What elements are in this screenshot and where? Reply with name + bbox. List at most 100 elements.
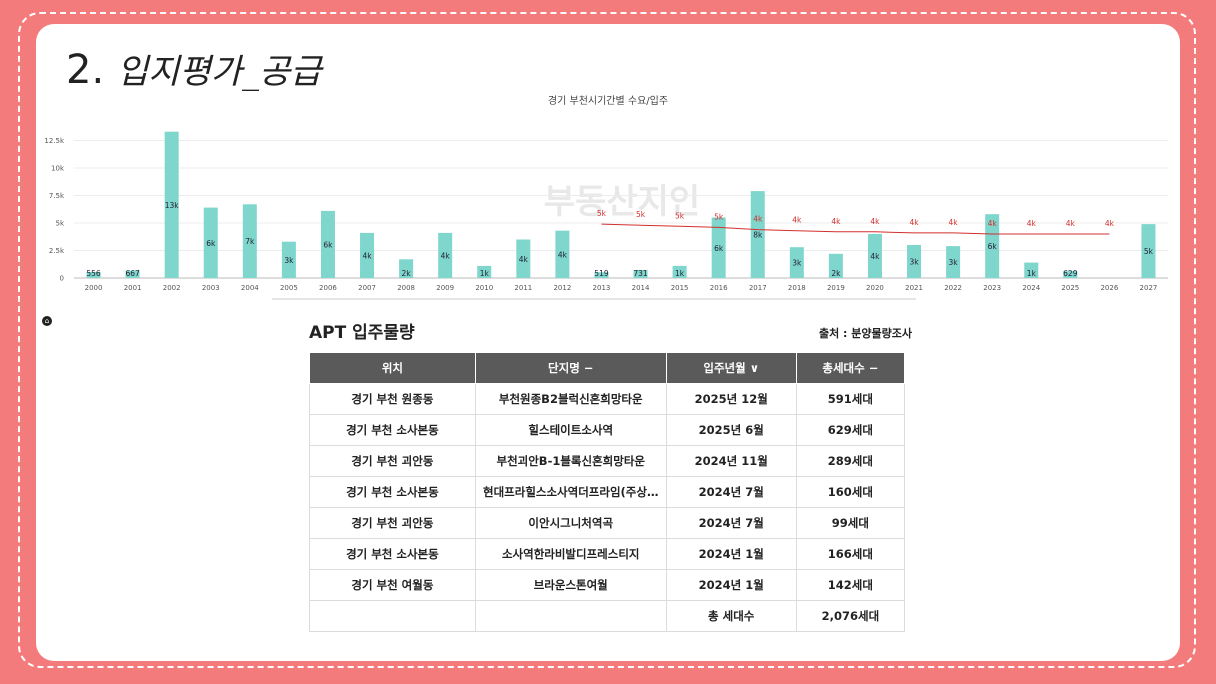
- bar-value-label: 667: [125, 269, 140, 278]
- cell-move-in: 2024년 7월: [665, 507, 797, 539]
- slide-number: 2.: [66, 47, 105, 93]
- bar[interactable]: [399, 259, 414, 278]
- header-households[interactable]: 총세대수 −: [795, 352, 906, 384]
- table-row: 경기 부천 소사본동 소사역한라비발디프레스티지 2024년 1월 166세대: [309, 538, 906, 570]
- cell-location: 경기 부천 괴안동: [309, 445, 476, 477]
- total-label: 총 세대수: [665, 600, 797, 632]
- line-value-label: 4k: [909, 218, 919, 227]
- bar-value-label: 7k: [245, 237, 255, 246]
- bar-value-label: 731: [633, 269, 648, 278]
- header-move-in[interactable]: 입주년월 ∨: [665, 352, 797, 384]
- bar[interactable]: [516, 239, 531, 279]
- line-value-label: 4k: [792, 216, 802, 225]
- bar-value-label: 3k: [792, 259, 802, 268]
- cell-move-in: 2024년 1월: [665, 569, 797, 601]
- x-tick-label: 2026: [1100, 284, 1118, 292]
- header-complex[interactable]: 단지명 −: [474, 352, 667, 384]
- bar[interactable]: [633, 269, 648, 278]
- line-value-label: 4k: [1066, 219, 1076, 228]
- bar-value-label: 6k: [988, 242, 998, 251]
- bar-value-label: 3k: [284, 256, 294, 265]
- bar-value-label: 4k: [870, 252, 880, 261]
- bar-value-label: 1k: [675, 269, 685, 278]
- bar[interactable]: [907, 245, 922, 278]
- x-tick-label: 2016: [710, 284, 728, 292]
- cell-complex: 이안시그니처역곡: [474, 507, 667, 539]
- bar[interactable]: [477, 265, 492, 278]
- bar[interactable]: [1024, 262, 1039, 278]
- cell-location: 경기 부천 소사본동: [309, 476, 476, 508]
- bar[interactable]: [985, 214, 1000, 278]
- bar[interactable]: [320, 210, 335, 278]
- table-row: 경기 부천 괴안동 부천괴안B-1블록신혼희망타운 2024년 11월 289세…: [309, 445, 906, 477]
- bar-value-label: 5k: [1144, 247, 1154, 256]
- x-tick-label: 2024: [1022, 284, 1040, 292]
- x-tick-label: 2013: [593, 284, 611, 292]
- cell-households: 166세대: [795, 538, 906, 570]
- bar[interactable]: [86, 271, 101, 278]
- bar[interactable]: [867, 234, 882, 278]
- slide-title-text: 입지평가_공급: [116, 52, 322, 92]
- x-tick-label: 2001: [124, 284, 142, 292]
- bar-value-label: 4k: [519, 255, 529, 264]
- cell-households: 629세대: [795, 414, 906, 446]
- y-tick-label: 2.5k: [49, 247, 65, 255]
- line-value-label: 5k: [675, 211, 685, 220]
- bar[interactable]: [242, 204, 257, 278]
- cell-complex: 소사역한라비발디프레스티지: [474, 538, 667, 570]
- cell-empty: [309, 600, 476, 632]
- bar[interactable]: [360, 232, 375, 278]
- line-value-label: 4k: [753, 215, 763, 224]
- x-tick-label: 2022: [944, 284, 962, 292]
- header-location[interactable]: 위치: [309, 352, 476, 384]
- bar[interactable]: [555, 230, 570, 278]
- dashed-frame: [18, 12, 1196, 668]
- bar-value-label: 519: [594, 269, 609, 278]
- x-tick-label: 2011: [514, 284, 532, 292]
- x-tick-label: 2018: [788, 284, 806, 292]
- y-tick-label: 10k: [51, 165, 65, 173]
- bar[interactable]: [438, 232, 453, 278]
- bar-value-label: 6k: [206, 239, 216, 248]
- total-value: 2,076세대: [795, 600, 906, 632]
- demand-line[interactable]: [601, 223, 1110, 235]
- x-tick-label: 2017: [749, 284, 767, 292]
- bar[interactable]: [750, 191, 765, 278]
- bar-value-label: 556: [86, 269, 101, 278]
- bar[interactable]: [594, 272, 609, 278]
- bar[interactable]: [828, 253, 843, 278]
- cell-complex: 현대프라힐스소사역더프라임(주상…: [474, 476, 667, 508]
- x-tick-label: 2025: [1061, 284, 1079, 292]
- bar[interactable]: [125, 270, 140, 278]
- cell-location: 경기 부천 소사본동: [309, 538, 476, 570]
- bar[interactable]: [789, 247, 804, 278]
- x-tick-label: 2007: [358, 284, 376, 292]
- cell-households: 160세대: [795, 476, 906, 508]
- bar[interactable]: [711, 217, 726, 279]
- cell-households: 142세대: [795, 569, 906, 601]
- x-tick-label: 2008: [397, 284, 415, 292]
- chart-title: 경기 부천시기간별 수요/입주: [548, 94, 668, 107]
- apt-source: 출처 : 분양물량조사: [818, 327, 912, 340]
- x-tick-label: 2027: [1140, 284, 1158, 292]
- bar-value-label: 3k: [949, 258, 959, 267]
- bar[interactable]: [946, 246, 961, 278]
- cell-households: 289세대: [795, 445, 906, 477]
- bar[interactable]: [1141, 224, 1156, 278]
- home-icon[interactable]: ⌂: [42, 316, 52, 326]
- line-value-label: 4k: [988, 219, 998, 228]
- apt-table: 위치 단지명 − 입주년월 ∨ 총세대수 − 경기 부천 원종동 부천원종B2블…: [309, 352, 906, 632]
- bar[interactable]: [672, 265, 687, 278]
- bar[interactable]: [281, 241, 296, 278]
- apt-section-title: APT 입주물량: [309, 323, 415, 343]
- cell-households: 591세대: [795, 383, 906, 415]
- x-tick-label: 2014: [632, 284, 650, 292]
- line-value-label: 5k: [714, 212, 724, 221]
- cell-complex: 부천괴안B-1블록신혼희망타운: [474, 445, 667, 477]
- bar[interactable]: [1063, 271, 1078, 278]
- table-row: 경기 부천 여월동 브라운스톤여월 2024년 1월 142세대: [309, 569, 906, 601]
- bar-value-label: 1k: [1027, 269, 1037, 278]
- bar[interactable]: [203, 207, 218, 278]
- bar[interactable]: [164, 131, 179, 278]
- x-tick-label: 2002: [163, 284, 181, 292]
